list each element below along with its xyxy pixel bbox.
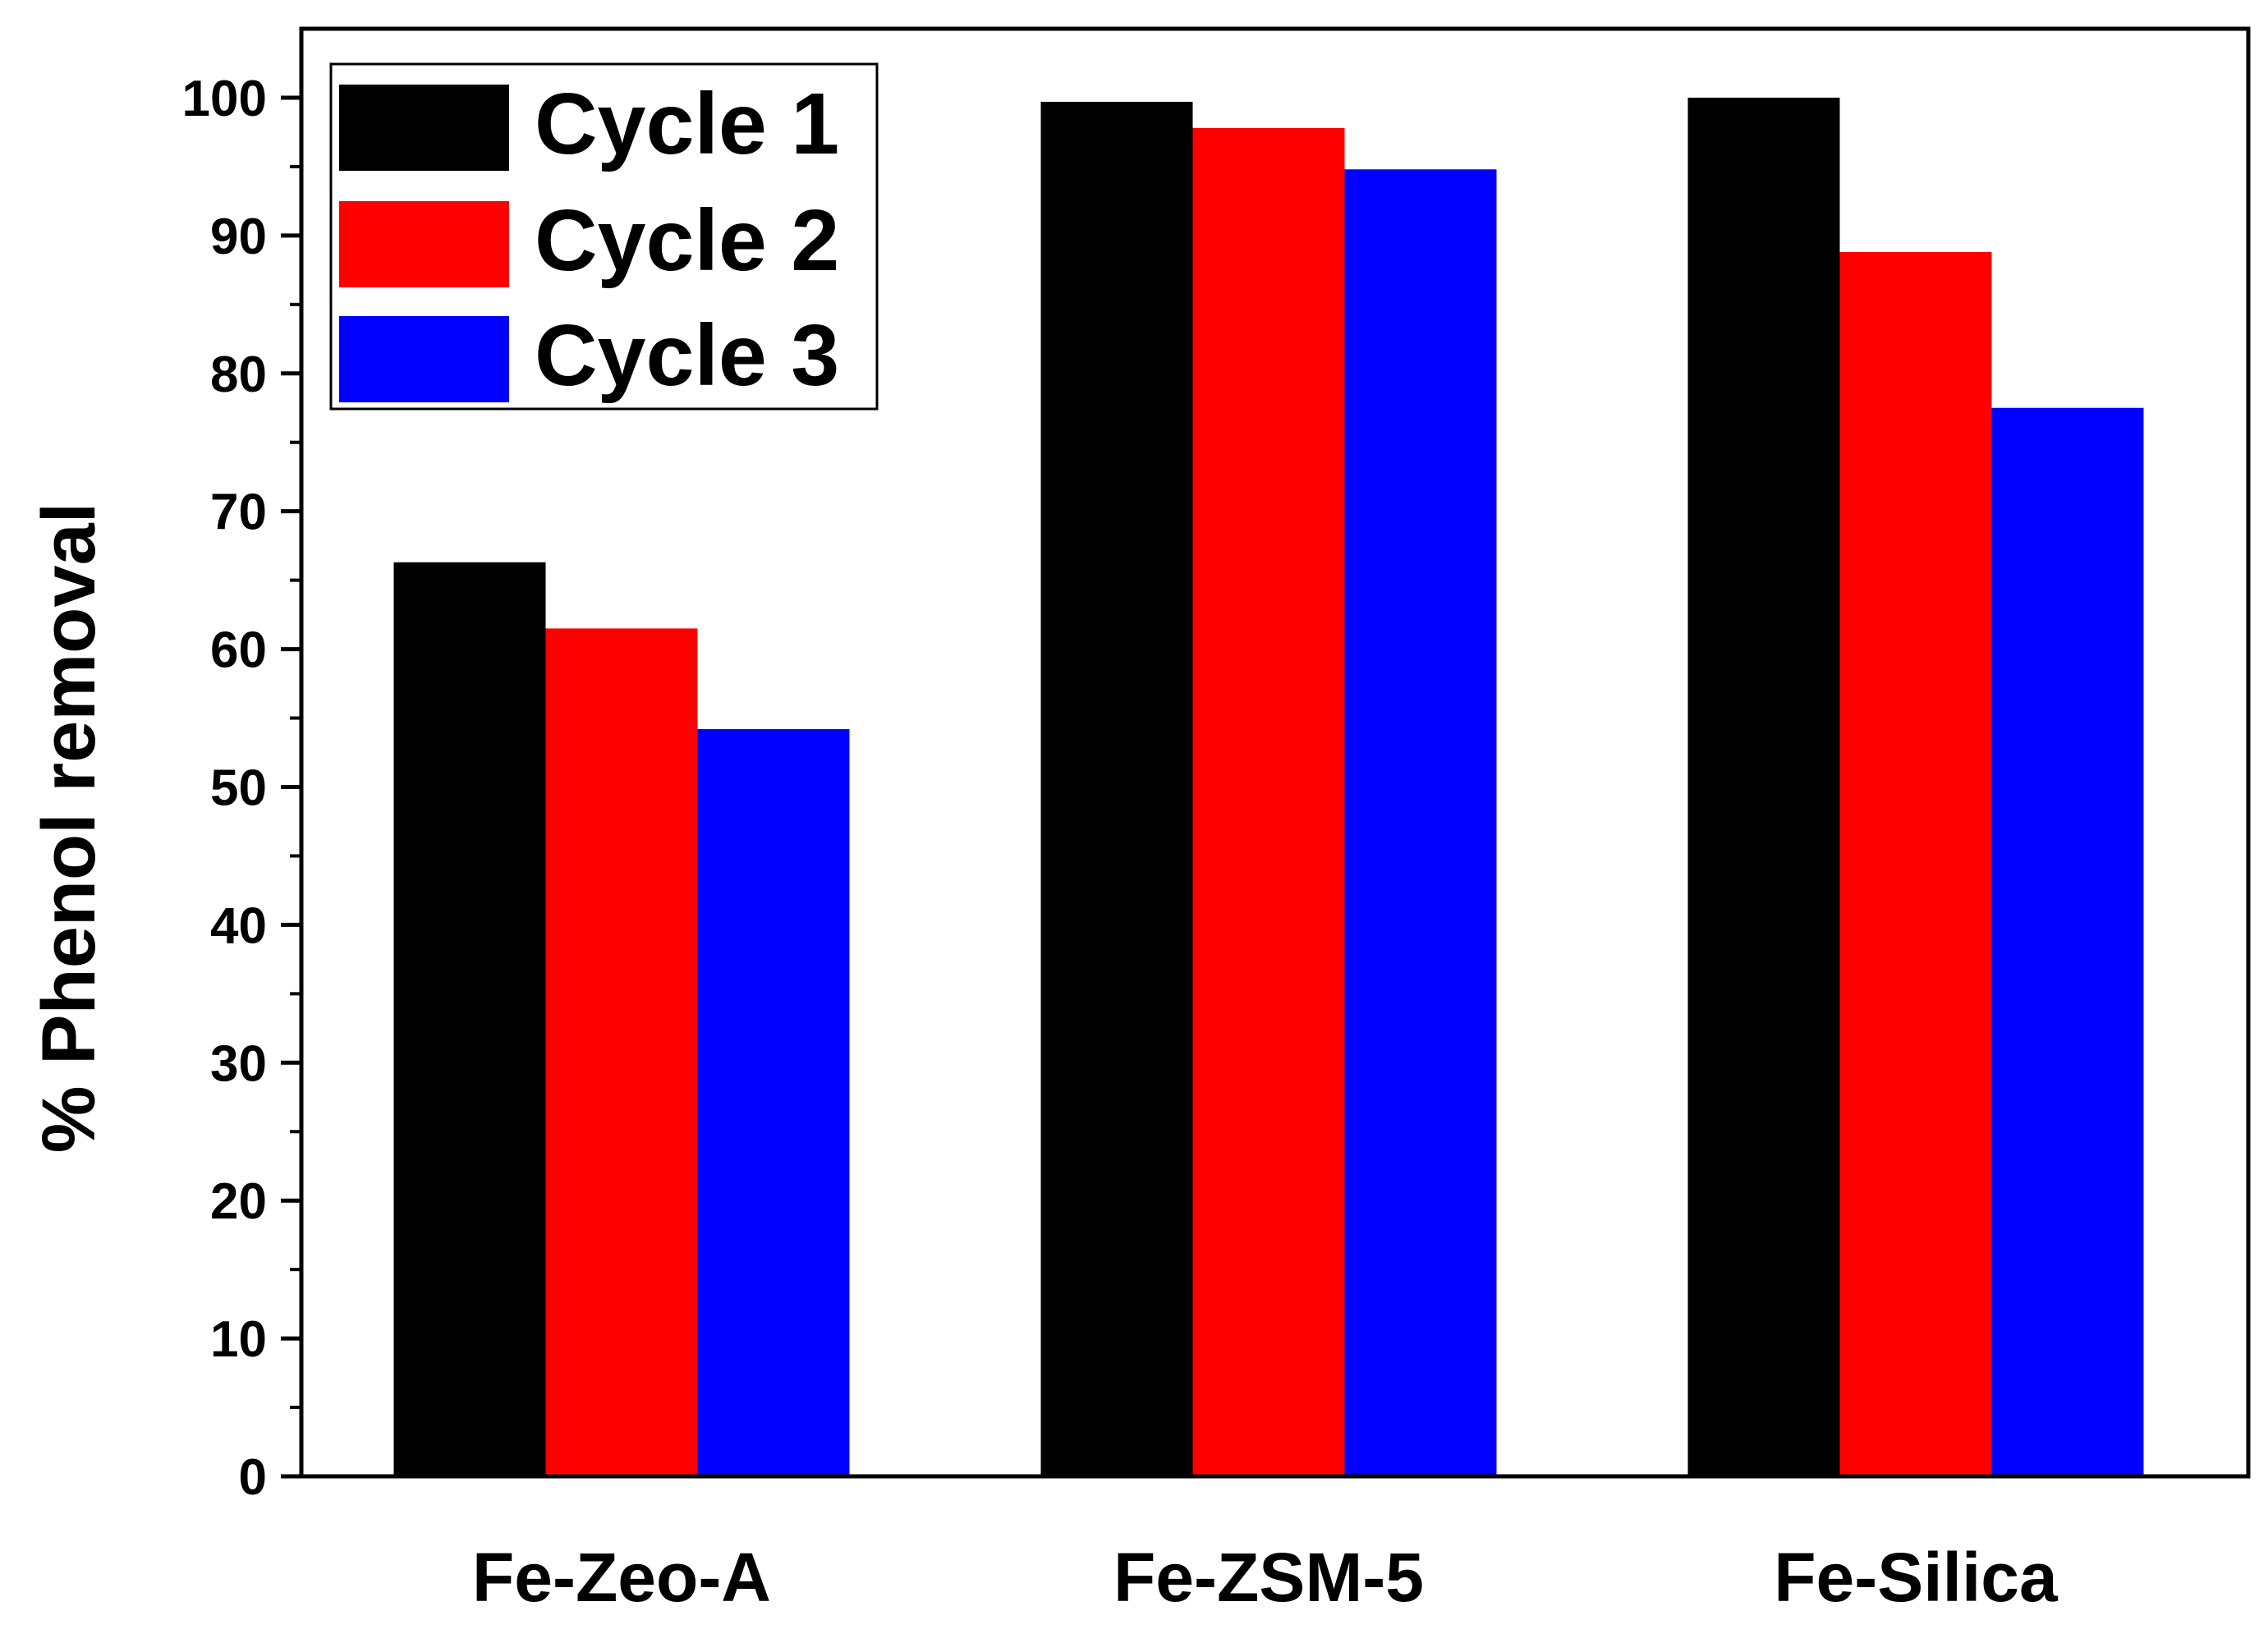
legend: Cycle 1 Cycle 2 Cycle 3 [329, 62, 879, 411]
bar-fe-zsm-5-cycle-1 [1040, 101, 1193, 1477]
legend-swatch-cycle-1 [339, 85, 509, 171]
y-tick-label: 40 [210, 897, 267, 954]
legend-label-cycle-1: Cycle 1 [535, 76, 839, 172]
y-tick-label: 80 [210, 346, 267, 403]
bar-fe-zeo-a-cycle-2 [545, 628, 698, 1476]
y-tick-label: 10 [210, 1311, 267, 1368]
bar-fe-zsm-5-cycle-2 [1192, 127, 1345, 1476]
y-tick-label: 60 [210, 622, 267, 679]
bar-fe-silica-cycle-3 [1991, 407, 2144, 1477]
legend-swatch-cycle-3 [339, 316, 509, 402]
axes-layer: Fe-Zeo-A Fe-ZSM-5 Fe-Silica 0 10 20 30 40 50 60 70… [182, 26, 2251, 1616]
plot-frame [299, 26, 2251, 1479]
y-tick-label: 20 [210, 1173, 267, 1230]
bar-fe-zeo-a-cycle-3 [697, 728, 850, 1476]
y-axis-label: % Phenol removal [27, 503, 111, 1153]
x-tick-label: Fe-Silica [1774, 1539, 2059, 1616]
legend-label-cycle-3: Cycle 3 [535, 307, 839, 404]
bar-fe-silica-cycle-2 [1839, 252, 1992, 1476]
legend-label-cycle-2: Cycle 2 [535, 192, 839, 289]
y-tick-label: 30 [210, 1035, 267, 1092]
x-tick-label: Fe-Zeo-A [472, 1539, 771, 1616]
bar-fe-silica-cycle-1 [1687, 97, 1840, 1476]
y-tick-label: 90 [210, 209, 267, 265]
bars-layer [393, 97, 2144, 1477]
bar-fe-zeo-a-cycle-1 [393, 562, 546, 1476]
y-tick-label: 100 [182, 71, 267, 127]
legend-swatch-cycle-2 [339, 201, 509, 287]
y-tick-label: 50 [210, 760, 267, 816]
y-tick-label: 0 [239, 1449, 267, 1506]
y-tick-label: 70 [210, 484, 267, 541]
bar-fe-zsm-5-cycle-3 [1344, 169, 1497, 1477]
x-tick-label: Fe-ZSM-5 [1113, 1539, 1424, 1616]
